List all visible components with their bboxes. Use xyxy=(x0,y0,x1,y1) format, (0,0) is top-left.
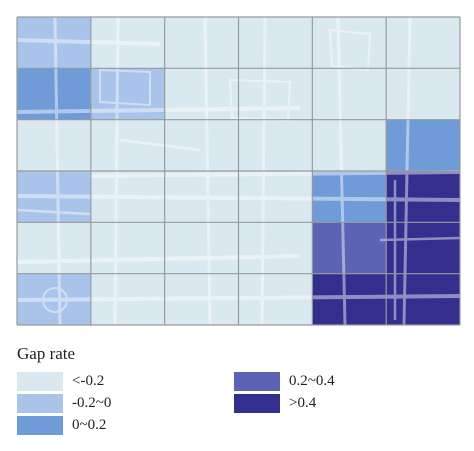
grid-cell-r5-c5 xyxy=(312,222,387,274)
legend-swatch xyxy=(17,371,63,391)
grid-cell-r3-c5 xyxy=(312,119,387,171)
grid-cell-r6-c4 xyxy=(238,273,313,325)
grid-cell-r6-c6 xyxy=(386,273,460,325)
legend-label: -0.2~0 xyxy=(72,394,112,411)
grid-cell-r3-c1 xyxy=(17,119,91,171)
grid-cell-r6-c1 xyxy=(17,273,91,325)
legend-swatch xyxy=(17,393,63,413)
grid-cells xyxy=(17,17,460,325)
grid-cell-r2-c1 xyxy=(17,68,91,120)
legend-item-0-0.2: 0~0.2 xyxy=(17,414,106,436)
grid-cell-r1-c6 xyxy=(386,17,460,69)
grid-cell-r2-c6 xyxy=(386,68,460,120)
grid-cell-r6-c3 xyxy=(164,273,239,325)
legend-label: <-0.2 xyxy=(72,372,105,389)
legend-title: Gap rate xyxy=(17,344,76,363)
grid-cell-r1-c4 xyxy=(238,17,313,69)
grid-cell-r4-c3 xyxy=(164,171,239,223)
legend-item-0.2-0.4: 0.2~0.4 xyxy=(234,370,335,392)
grid-cell-r6-c5 xyxy=(312,273,387,325)
grid-cell-r4-c6 xyxy=(386,171,460,223)
grid-cell-r5-c1 xyxy=(17,222,91,274)
grid-cell-r2-c4 xyxy=(238,68,313,120)
grid-cell-r3-c6 xyxy=(386,119,460,171)
grid-cell-r4-c5 xyxy=(312,171,387,223)
grid-cell-r3-c3 xyxy=(164,119,239,171)
legend-swatch xyxy=(234,393,280,413)
gap-rate-map xyxy=(16,16,461,326)
legend-label: >0.4 xyxy=(289,394,317,411)
grid-cell-r2-c5 xyxy=(312,68,387,120)
grid-cell-r3-c2 xyxy=(90,119,165,171)
legend-label: 0.2~0.4 xyxy=(289,372,335,389)
grid-cell-r4-c1 xyxy=(17,171,91,223)
grid-cell-r4-c2 xyxy=(90,171,165,223)
legend-item-lt-neg0.2: <-0.2 xyxy=(17,370,104,392)
grid-cell-r1-c2 xyxy=(90,17,165,69)
legend-item-neg0.2-0: -0.2~0 xyxy=(17,392,111,414)
grid-cell-r5-c6 xyxy=(386,222,460,274)
grid-cell-r2-c3 xyxy=(164,68,239,120)
grid-cell-r6-c2 xyxy=(90,273,165,325)
grid-cell-r1-c1 xyxy=(17,17,91,69)
grid-cell-r2-c2 xyxy=(90,68,165,120)
legend-item-gt0.4: >0.4 xyxy=(234,392,316,414)
grid-cell-r4-c4 xyxy=(238,171,313,223)
legend-label: 0~0.2 xyxy=(72,416,107,433)
legend-swatch xyxy=(17,415,63,435)
grid-cell-r5-c2 xyxy=(90,222,165,274)
grid-cell-r1-c3 xyxy=(164,17,239,69)
grid-cell-r1-c5 xyxy=(312,17,387,69)
grid-cell-r5-c3 xyxy=(164,222,239,274)
grid-cell-r5-c4 xyxy=(238,222,313,274)
grid-cell-r3-c4 xyxy=(238,119,313,171)
grid-lines xyxy=(16,16,461,326)
legend-swatch xyxy=(234,371,280,391)
